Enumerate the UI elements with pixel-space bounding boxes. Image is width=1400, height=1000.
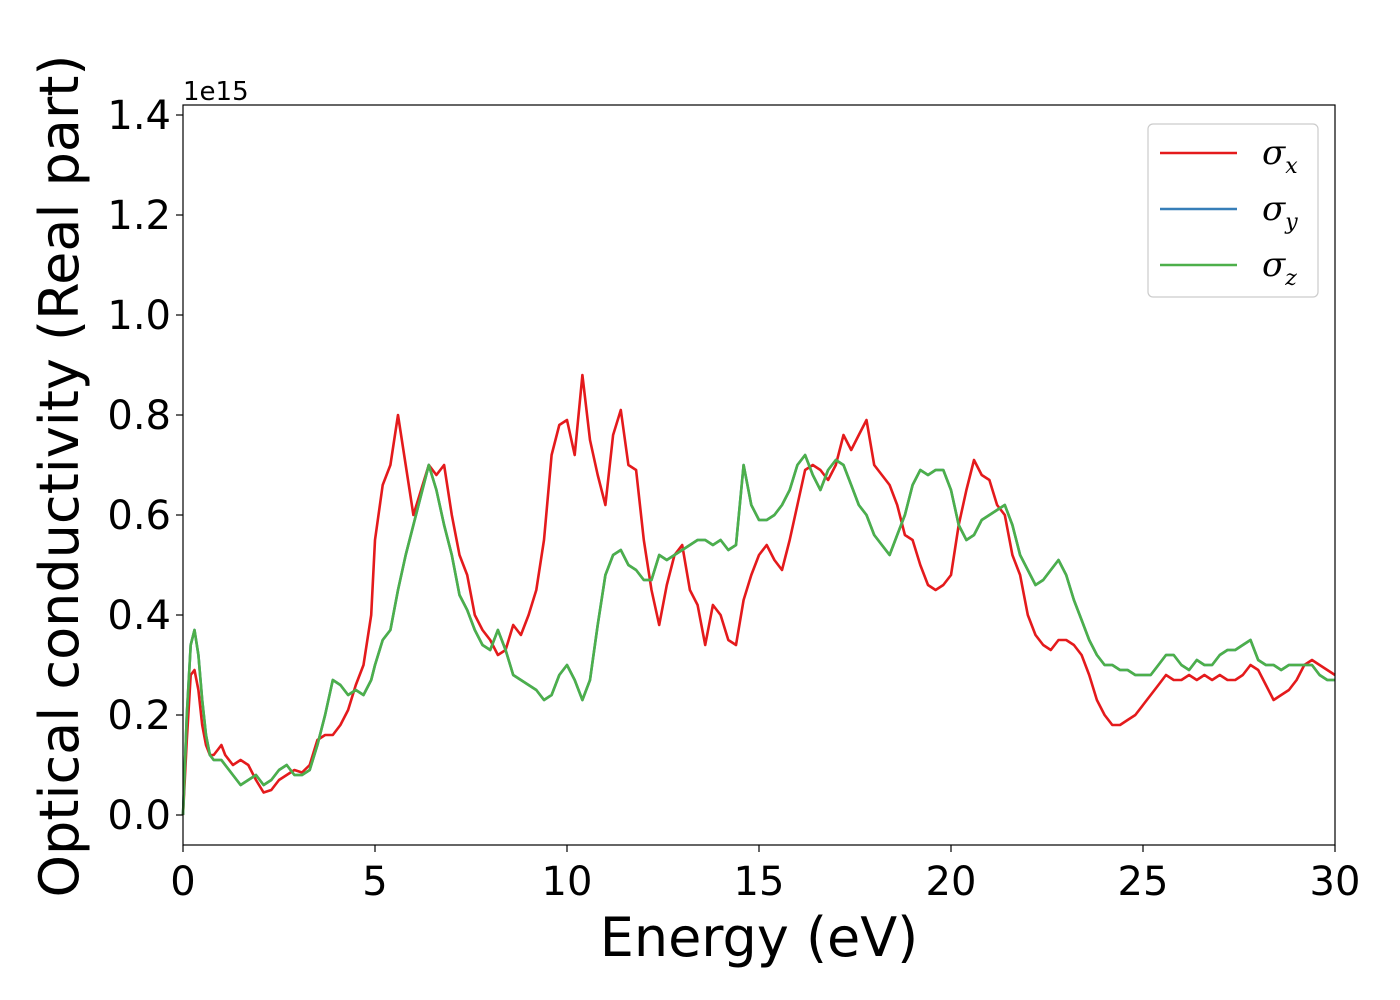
- y-axis-ticks: 0.0 0.2 0.4 0.6 0.8 1.0 1.2 1.4: [107, 93, 183, 839]
- x-tick-label: 15: [734, 859, 785, 905]
- y-tick-label: 0.4: [107, 593, 171, 639]
- y-tick-label: 0.0: [107, 793, 171, 839]
- y-tick-label: 1.4: [107, 93, 171, 139]
- x-tick-label: 25: [1118, 859, 1169, 905]
- y-tick-label: 0.2: [107, 693, 171, 739]
- y-tick-label: 0.8: [107, 393, 171, 439]
- y-tick-label: 1.2: [107, 193, 171, 239]
- x-tick-label: 20: [926, 859, 977, 905]
- x-axis-ticks: 0 5 10 15 20 25 30: [170, 845, 1360, 905]
- y-tick-label: 0.6: [107, 493, 171, 539]
- series-layer: [181, 373, 1336, 816]
- x-tick-label: 0: [170, 859, 195, 905]
- series-line-z: [181, 453, 1335, 816]
- y-axis-offset-label: 1e15: [183, 77, 249, 107]
- x-tick-label: 5: [362, 859, 387, 905]
- x-tick-label: 30: [1310, 859, 1361, 905]
- x-tick-label: 10: [542, 859, 593, 905]
- x-axis-title: Energy (eV): [600, 906, 919, 969]
- y-axis-title: Optical conductivity (Real part): [28, 55, 91, 898]
- legend-box: [1147, 123, 1319, 298]
- series-line-x: [181, 373, 1336, 816]
- y-tick-label: 1.0: [107, 293, 171, 339]
